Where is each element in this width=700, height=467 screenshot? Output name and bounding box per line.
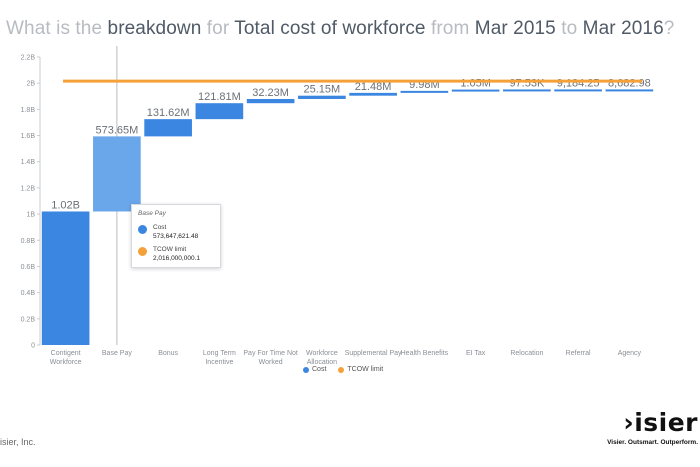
- y-tick-label: 2B: [26, 81, 35, 88]
- logo-chevron-icon: ›: [623, 408, 635, 437]
- x-tick-label: Relocation: [510, 350, 543, 357]
- title-end-date[interactable]: Mar 2016: [582, 18, 664, 39]
- bar-workforce-allocation[interactable]: [298, 95, 346, 99]
- title-metric-breakdown[interactable]: breakdown: [107, 18, 202, 39]
- data-label: 21.48M: [355, 81, 392, 93]
- logo-tagline: Visier. Outsmart. Outperform.: [607, 439, 698, 446]
- bar-bonus[interactable]: [144, 119, 192, 137]
- data-label: 573.65M: [95, 124, 138, 136]
- x-tick-label: Contigent: [51, 350, 81, 357]
- legend-swatch-cost: [303, 366, 309, 373]
- x-tick-label: Supplemental Pay: [345, 350, 402, 357]
- tooltip-cost-value: 573,647,621.48: [153, 233, 199, 240]
- x-tick-label: Referral: [566, 350, 591, 357]
- bar-supplemental-pay[interactable]: [349, 92, 397, 96]
- y-tick-label: 1.6B: [21, 133, 36, 140]
- data-label: 25.15M: [304, 84, 341, 96]
- x-tick-label: Allocation: [307, 359, 337, 366]
- y-tick-label: 2.2B: [21, 55, 36, 62]
- data-label: 97.53K: [509, 77, 545, 89]
- tooltip-limit-value: 2,016,000,000.1: [153, 255, 200, 262]
- y-tick-label: 0.8B: [21, 238, 36, 245]
- bar-long-term-incentive[interactable]: [195, 103, 244, 120]
- logo-text: isier: [634, 408, 698, 437]
- tooltip-row-cost: Cost 573,647,621.48: [138, 223, 198, 241]
- data-label: 9,184.25: [557, 77, 600, 89]
- bar-ei-tax[interactable]: [451, 89, 500, 92]
- chart-title: What is the breakdown for Total cost of …: [6, 18, 674, 40]
- data-label: 121.81M: [198, 91, 241, 103]
- bar-agency[interactable]: [605, 89, 654, 92]
- bar-health-benefits[interactable]: [400, 90, 449, 93]
- data-label: 1.05M: [460, 78, 491, 90]
- x-tick-label: Worked: [259, 359, 283, 366]
- waterfall-chart: 0 0.2B 0.4B 0.6B 0.8B 1B 1.2B 1.4B 1.6B 1.8B 2B 2.2…: [21, 46, 654, 366]
- title-text: What is the: [6, 18, 108, 39]
- tooltip-swatch-cost: [138, 225, 147, 234]
- bar-relocation[interactable]: [503, 89, 551, 92]
- y-tick-label: 1.4B: [21, 159, 36, 166]
- legend-item-cost[interactable]: Cost: [303, 366, 326, 373]
- x-tick-label: Pay For Time Not: [243, 350, 298, 357]
- legend-label-limit: TCOW limit: [347, 366, 384, 373]
- tooltip-cost-label: Cost: [153, 224, 167, 231]
- x-tick-label: Workforce: [50, 359, 82, 366]
- bar-pay-for-time-not-worked[interactable]: [246, 98, 295, 104]
- title-start-date[interactable]: Mar 2015: [474, 18, 556, 39]
- title-text: to: [555, 18, 583, 39]
- x-tick-label: Long Term: [203, 350, 236, 357]
- legend-item-limit[interactable]: TCOW limit: [338, 366, 383, 373]
- y-tick-label: 1.8B: [21, 107, 36, 114]
- data-label: 8,682.98: [608, 77, 651, 89]
- copyright-text: isier, Inc.: [0, 437, 36, 447]
- title-metric[interactable]: Total cost of workforce: [234, 18, 426, 39]
- x-tick-label: Base Pay: [102, 350, 132, 357]
- x-tick-label: Incentive: [205, 359, 233, 366]
- legend-swatch-limit: [338, 366, 345, 373]
- title-text: for: [201, 18, 235, 39]
- logo-wordmark: ›isier: [607, 410, 698, 436]
- tooltip-row-limit: TCOW limit 2,016,000,000.1: [138, 245, 200, 263]
- y-tick-label: 1B: [26, 212, 35, 219]
- tooltip-swatch-limit: [138, 247, 147, 256]
- data-label: 1.02B: [51, 199, 80, 211]
- y-tick-label: 0.6B: [21, 264, 36, 271]
- x-tick-label: Health Benefits: [401, 350, 449, 357]
- y-tick-label: 0: [31, 343, 35, 350]
- title-text: from: [425, 18, 475, 39]
- title-text: ?: [663, 18, 675, 39]
- data-label: 32.23M: [252, 87, 289, 99]
- y-tick-label: 0.2B: [21, 316, 36, 323]
- bar-base-pay[interactable]: [93, 136, 141, 212]
- visier-logo: ›isier Visier. Outsmart. Outperform.: [607, 410, 698, 447]
- legend-label-cost: Cost: [312, 366, 327, 373]
- data-label: 131.62M: [147, 107, 190, 119]
- chart-tooltip: Base Pay Cost 573,647,621.48 TCOW limit 2,…: [131, 204, 221, 268]
- tooltip-limit-label: TCOW limit: [153, 246, 187, 253]
- x-tick-label: Agency: [618, 350, 642, 357]
- x-tick-label: EI Tax: [466, 350, 486, 357]
- bar-contigent-workforce[interactable]: [41, 211, 90, 345]
- tooltip-title: Base Pay: [138, 210, 166, 217]
- y-tick-label: 0.4B: [21, 290, 36, 297]
- y-tick-label: 1.2B: [21, 185, 36, 192]
- x-tick-label: Workforce: [306, 350, 338, 357]
- chart-legend: Cost TCOW limit: [303, 366, 383, 373]
- bar-referral[interactable]: [554, 89, 602, 92]
- x-tick-label: Bonus: [158, 350, 178, 357]
